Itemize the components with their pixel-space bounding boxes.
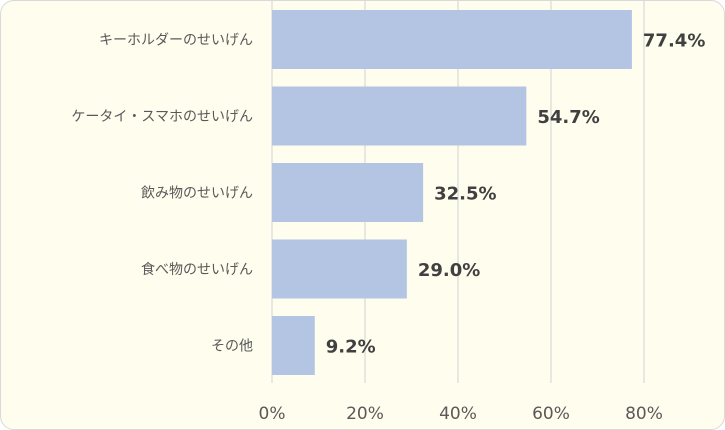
category-label: その他	[211, 339, 253, 355]
bar	[272, 86, 527, 146]
x-tick-label: 0%	[259, 404, 286, 424]
x-tick-label: 20%	[346, 404, 384, 424]
x-tick-label: 60%	[532, 404, 570, 424]
data-label: 29.0%	[418, 260, 480, 281]
value-labels: 77.4% 54.7% 32.5% 29.0% 9.2%	[326, 31, 706, 358]
x-axis-tick-labels: 0% 20% 40% 60% 80%	[259, 404, 663, 424]
bar	[272, 239, 407, 299]
data-label: 32.5%	[434, 184, 496, 205]
category-label: キーホルダーのせいげん	[99, 33, 253, 49]
data-label: 9.2%	[326, 337, 376, 358]
category-labels: キーホルダーのせいげんケータイ・スマホのせいげん飲み物のせいげん食べ物のせいげん…	[71, 33, 253, 355]
bars	[272, 10, 632, 375]
data-label: 54.7%	[537, 107, 599, 128]
x-tick-label: 80%	[625, 404, 663, 424]
x-tick-label: 40%	[439, 404, 477, 424]
bar	[272, 316, 315, 375]
category-label: ケータイ・スマホのせいげん	[71, 109, 253, 125]
category-label: 飲み物のせいげん	[141, 186, 253, 202]
bar	[272, 10, 632, 69]
bar	[272, 163, 424, 222]
category-label: 食べ物のせいげん	[141, 261, 253, 278]
data-label: 77.4%	[643, 31, 705, 52]
